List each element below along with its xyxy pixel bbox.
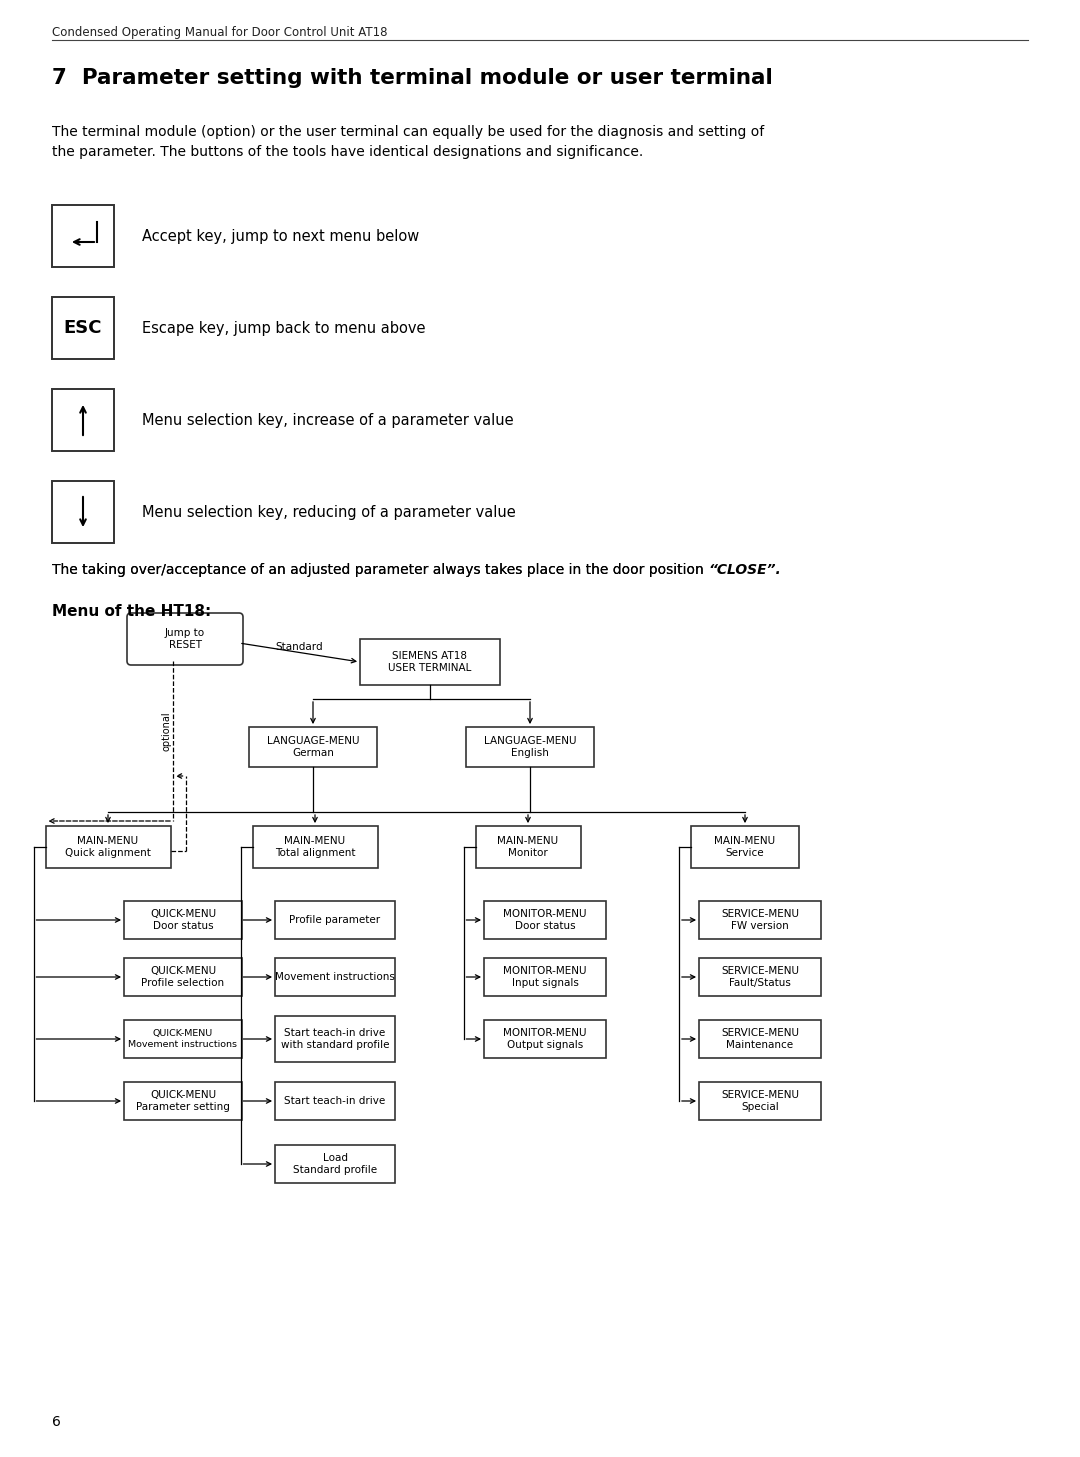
Text: Start teach-in drive: Start teach-in drive	[284, 1096, 386, 1106]
Bar	[52, 205, 114, 267]
Text: SERVICE-MENU
Special: SERVICE-MENU Special	[721, 1090, 799, 1112]
Bar	[465, 727, 594, 766]
FancyBboxPatch shape	[127, 613, 243, 664]
Text: The taking over/acceptance of an adjusted parameter always takes place in the do: The taking over/acceptance of an adjuste…	[52, 562, 708, 577]
Text: QUICK-MENU
Door status: QUICK-MENU Door status	[150, 909, 216, 931]
Text: Menu selection key, increase of a parameter value: Menu selection key, increase of a parame…	[141, 412, 514, 427]
Bar	[124, 1020, 242, 1058]
Bar	[699, 959, 821, 997]
Bar	[275, 1083, 395, 1120]
Text: QUICK-MENU
Profile selection: QUICK-MENU Profile selection	[141, 966, 225, 988]
Text: SIEMENS AT18
USER TERMINAL: SIEMENS AT18 USER TERMINAL	[389, 651, 472, 673]
Text: MAIN-MENU
Service: MAIN-MENU Service	[715, 836, 775, 858]
Bar	[699, 1020, 821, 1058]
Bar	[249, 727, 377, 766]
Text: “CLOSE”.: “CLOSE”.	[708, 562, 781, 577]
Text: Condensed Operating Manual for Door Control Unit AT18: Condensed Operating Manual for Door Cont…	[52, 26, 388, 39]
Bar	[52, 481, 114, 543]
Text: MAIN-MENU
Monitor: MAIN-MENU Monitor	[498, 836, 558, 858]
Bar	[52, 389, 114, 452]
Text: 6: 6	[52, 1415, 60, 1429]
Text: MAIN-MENU
Total alignment: MAIN-MENU Total alignment	[274, 836, 355, 858]
Text: The terminal module (option) or the user terminal can equally be used for the di: The terminal module (option) or the user…	[52, 125, 765, 159]
Bar	[699, 900, 821, 938]
Bar	[484, 900, 606, 938]
Text: ESC: ESC	[64, 319, 103, 337]
Text: Menu selection key, reducing of a parameter value: Menu selection key, reducing of a parame…	[141, 504, 516, 520]
Text: SERVICE-MENU
Maintenance: SERVICE-MENU Maintenance	[721, 1027, 799, 1050]
Text: Accept key, jump to next menu below: Accept key, jump to next menu below	[141, 229, 419, 243]
Text: Load
Standard profile: Load Standard profile	[293, 1152, 377, 1176]
Text: SERVICE-MENU
FW version: SERVICE-MENU FW version	[721, 909, 799, 931]
Text: Menu of the HT18:: Menu of the HT18:	[52, 605, 212, 619]
Text: MONITOR-MENU
Door status: MONITOR-MENU Door status	[503, 909, 586, 931]
Text: The taking over/acceptance of an adjusted parameter always takes place in the do: The taking over/acceptance of an adjuste…	[52, 562, 708, 577]
Text: LANGUAGE-MENU
English: LANGUAGE-MENU English	[484, 736, 577, 758]
Text: Start teach-in drive
with standard profile: Start teach-in drive with standard profi…	[281, 1027, 389, 1050]
Text: MONITOR-MENU
Input signals: MONITOR-MENU Input signals	[503, 966, 586, 988]
Bar	[275, 1145, 395, 1183]
Bar	[124, 959, 242, 997]
Bar	[45, 826, 171, 868]
Bar	[124, 1083, 242, 1120]
Text: optional: optional	[161, 711, 171, 752]
Bar	[275, 959, 395, 997]
Text: QUICK-MENU
Parameter setting: QUICK-MENU Parameter setting	[136, 1090, 230, 1112]
Text: QUICK-MENU
Movement instructions: QUICK-MENU Movement instructions	[129, 1029, 238, 1049]
Bar	[275, 1016, 395, 1062]
Text: LANGUAGE-MENU
German: LANGUAGE-MENU German	[267, 736, 360, 758]
Text: MONITOR-MENU
Output signals: MONITOR-MENU Output signals	[503, 1027, 586, 1050]
Bar	[484, 1020, 606, 1058]
Bar	[484, 959, 606, 997]
Text: Standard: Standard	[275, 643, 323, 651]
Text: Escape key, jump back to menu above: Escape key, jump back to menu above	[141, 321, 426, 335]
Text: SERVICE-MENU
Fault/Status: SERVICE-MENU Fault/Status	[721, 966, 799, 988]
Bar	[275, 900, 395, 938]
Bar	[691, 826, 799, 868]
Text: 7  Parameter setting with terminal module or user terminal: 7 Parameter setting with terminal module…	[52, 68, 773, 87]
Text: Jump to
RESET: Jump to RESET	[165, 628, 205, 650]
Bar	[52, 297, 114, 358]
Text: MAIN-MENU
Quick alignment: MAIN-MENU Quick alignment	[65, 836, 151, 858]
Text: Profile parameter: Profile parameter	[289, 915, 380, 925]
Bar	[699, 1083, 821, 1120]
Bar	[475, 826, 581, 868]
Bar	[124, 900, 242, 938]
Bar	[253, 826, 378, 868]
Text: Movement instructions: Movement instructions	[275, 972, 395, 982]
Bar	[360, 640, 500, 685]
